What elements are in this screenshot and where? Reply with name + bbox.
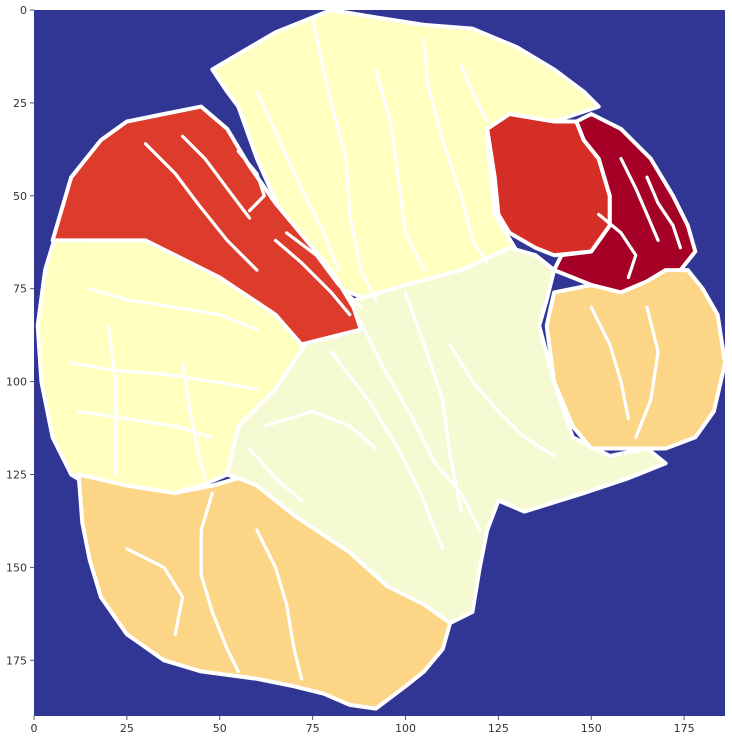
heatmap-region-bottom-segment (76, 472, 453, 711)
heatmap-boundary-2 (374, 67, 426, 272)
heatmap-boundary-8 (448, 342, 556, 458)
x-tick-label: 75 (306, 722, 320, 735)
heatmap-boundary-22 (181, 134, 252, 220)
heatmap-boundary-15 (181, 361, 207, 480)
heatmap-boundary-10 (247, 446, 304, 503)
axes: 0 25 50 75 100 125 150 175 0 25 50 75 100 125 150 175 (6, 4, 695, 735)
y-tick-label: 100 (6, 376, 27, 389)
heatmap-boundary-1 (422, 38, 489, 265)
x-tick-label: 150 (581, 722, 602, 735)
heatmap-boundary-12 (69, 361, 259, 391)
y-tick-label: 125 (6, 468, 27, 481)
heatmap-boundary-9 (262, 409, 378, 451)
heatmap-boundary-23 (236, 149, 266, 213)
heatmap-boundary-28 (597, 212, 638, 280)
heatmap-boundary-21 (143, 142, 259, 272)
x-tick-label: 100 (395, 722, 416, 735)
heatmap-boundary-17 (125, 547, 185, 636)
heatmap-boundary-5 (403, 290, 463, 514)
heatmap-boundary-7 (329, 350, 445, 551)
heatmap-boundary-16 (199, 491, 240, 674)
heatmap-boundary-18 (255, 528, 304, 681)
y-tick-label: 175 (6, 654, 27, 667)
x-tick-label: 25 (120, 722, 134, 735)
heatmap-boundary-6 (359, 320, 482, 532)
y-tick-label: 25 (13, 97, 27, 110)
heatmap-boundary-11 (88, 287, 259, 332)
heatmap-region-right-segment (544, 268, 725, 451)
x-tick-label: 50 (213, 722, 227, 735)
heatmap-boundary-4 (459, 64, 489, 124)
y-tick-label: 0 (20, 4, 27, 17)
heatmap-region-upper-left-red (50, 104, 363, 347)
heatmap-boundary-14 (106, 324, 118, 477)
x-tick-label: 125 (488, 722, 509, 735)
x-tick-label: 0 (31, 722, 38, 735)
heatmap-boundary-3 (255, 90, 341, 272)
y-tick-label: 150 (6, 561, 27, 574)
heatmap-boundary-27 (645, 175, 683, 250)
heatmap-boundary-19 (634, 305, 660, 439)
x-tick-label: 175 (674, 722, 695, 735)
heatmap-cells (35, 10, 725, 711)
y-tick-label: 75 (13, 283, 27, 296)
y-tick-label: 50 (13, 190, 27, 203)
heatmap-boundary-25 (285, 231, 363, 309)
heatmap-boundary-26 (619, 157, 660, 242)
heatmap-boundary-0 (311, 15, 378, 302)
plot-area (34, 10, 725, 716)
heatmap-boundary-20 (589, 305, 631, 421)
heatmap-boundary-24 (273, 238, 352, 317)
